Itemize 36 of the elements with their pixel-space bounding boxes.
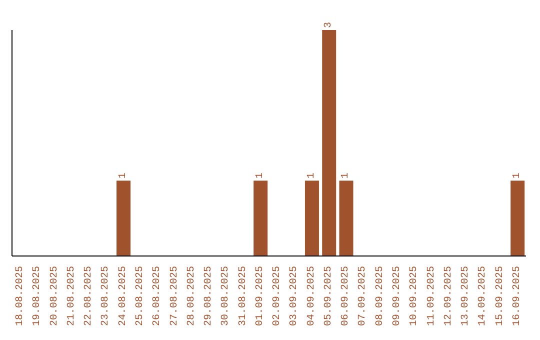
x-tick-label: 03.09.2025 (289, 266, 300, 326)
data-label: 1 (340, 172, 352, 179)
x-tick-label: 27.08.2025 (169, 266, 180, 326)
x-tick-label: 01.09.2025 (254, 266, 266, 326)
x-tick-label: 05.09.2025 (323, 266, 334, 326)
x-tick-label: 09.09.2025 (392, 266, 403, 326)
x-tick-label: 30.08.2025 (220, 266, 232, 326)
x-tick-label: 20.08.2025 (49, 266, 60, 326)
data-label: 1 (255, 172, 266, 179)
x-tick-label: 16.09.2025 (512, 266, 523, 326)
x-tick-label: 10.09.2025 (409, 266, 420, 326)
x-tick-label: 08.09.2025 (374, 266, 386, 326)
data-label: 3 (324, 22, 335, 28)
x-tick-label: 21.08.2025 (66, 266, 78, 326)
x-tick-label: 24.08.2025 (118, 266, 129, 326)
x-tick-label: 18.08.2025 (15, 266, 26, 326)
x-tick-label: 29.08.2025 (204, 266, 215, 326)
x-tick-label: 19.08.2025 (32, 266, 44, 326)
x-tick-label: 22.08.2025 (84, 266, 95, 326)
x-tick-label: 25.08.2025 (135, 266, 146, 326)
x-tick-label: 15.09.2025 (494, 266, 506, 326)
data-label: 1 (118, 172, 130, 179)
x-tick-label: 02.09.2025 (272, 266, 284, 326)
x-tick-label: 12.09.2025 (443, 266, 454, 326)
data-label: 1 (306, 172, 318, 179)
data-label: 1 (512, 172, 524, 179)
x-tick-label: 14.09.2025 (478, 266, 489, 326)
x-tick-label: 04.09.2025 (306, 266, 318, 326)
x-tick-label: 28.08.2025 (186, 266, 198, 326)
x-tick-label: 31.08.2025 (238, 266, 249, 326)
x-tick-label: 07.09.2025 (358, 266, 369, 326)
x-tick-label: 11.09.2025 (426, 266, 438, 326)
x-tick-label: 26.08.2025 (152, 266, 164, 326)
x-tick-label: 23.08.2025 (100, 266, 112, 326)
x-tick-label: 06.09.2025 (340, 266, 352, 326)
x-tick-label: 13.09.2025 (460, 266, 472, 326)
